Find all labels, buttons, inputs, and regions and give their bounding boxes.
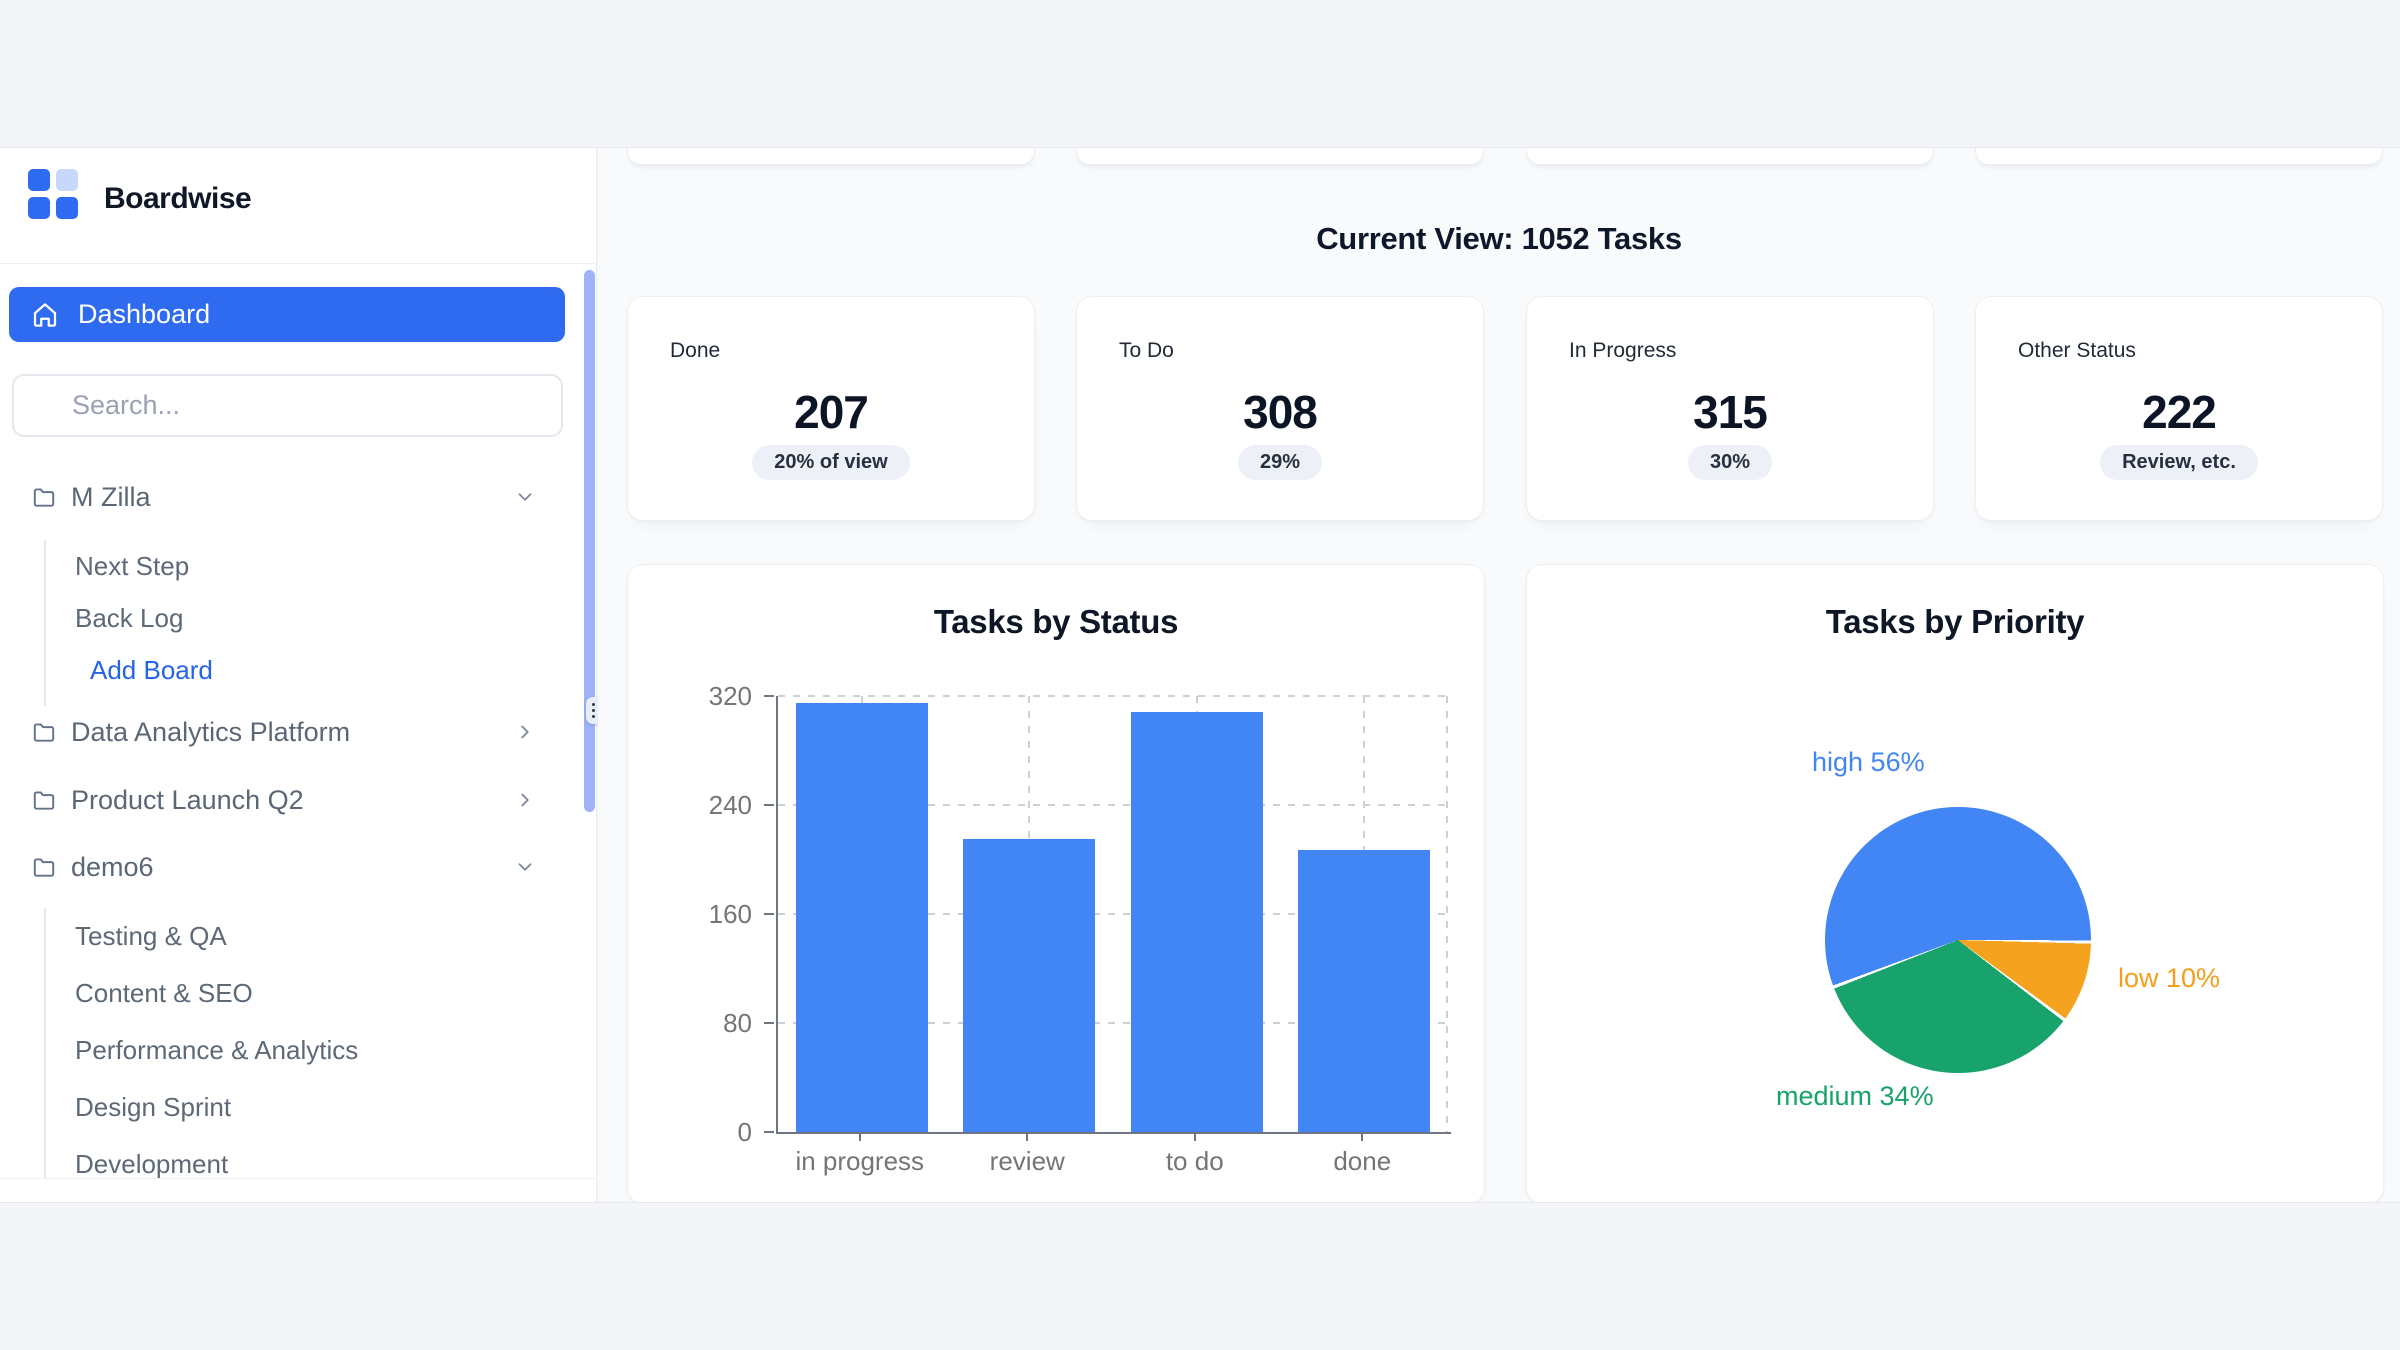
pie-label-medium: medium 34% [1776, 1081, 1934, 1111]
x-tick-label: to do [1165, 1146, 1224, 1176]
boardwise-logo-icon [28, 169, 78, 226]
dashboard-label: Dashboard [78, 299, 211, 329]
chevron-down-icon[interactable] [514, 486, 536, 508]
gridline [778, 804, 1446, 806]
pie-label-low: low 10% [2118, 963, 2221, 993]
gridline [778, 913, 1446, 915]
y-tick-label: 320 [708, 681, 752, 711]
logo-square [56, 169, 78, 191]
add-board-button[interactable]: Add Board [90, 654, 213, 685]
sidebar-item-content-seo[interactable]: Content & SEO [75, 978, 253, 1008]
tasks-by-priority-chart-card: Tasks by Priority high 56% low 10% mediu… [1526, 564, 2384, 1202]
m-zilla-sublist: Next Step Back Log Add Board [44, 540, 544, 706]
folder-icon [31, 787, 57, 813]
sidebar-item-development[interactable]: Development [75, 1149, 229, 1179]
y-tick-label: 160 [708, 899, 752, 929]
gridline [778, 1022, 1446, 1024]
demo6-sublist: Testing & QA Content & SEO Performance &… [44, 908, 544, 1179]
chevron-down-icon[interactable] [514, 856, 536, 878]
y-tick [764, 913, 774, 915]
gridline [1446, 696, 1448, 1132]
y-tick [764, 1022, 774, 1024]
stat-value: 222 [2142, 386, 2217, 438]
board-label: Data Analytics Platform [71, 716, 351, 747]
page-title: Current View: 1052 Tasks [1316, 221, 1682, 256]
chevron-right-icon[interactable] [514, 721, 536, 743]
sidebar-item-next-step[interactable]: Next Step [75, 550, 190, 581]
brand-title: Boardwise [104, 182, 252, 215]
folder-icon [31, 484, 57, 510]
folder-icon [31, 719, 57, 745]
bar-to-do[interactable] [1130, 712, 1263, 1132]
y-tick [764, 1131, 774, 1133]
sidebar-scrollbar[interactable] [584, 270, 595, 812]
cut-off-card [1526, 148, 1934, 165]
sidebar-item-testing-qa[interactable]: Testing & QA [75, 921, 227, 951]
stat-card-in-progress: In Progress 315 30% [1526, 296, 1934, 521]
app-window: Boardwise Dashboard M Zilla Next Step Ba… [0, 147, 2400, 1203]
bar-review[interactable] [963, 839, 1096, 1132]
gridline [778, 695, 1446, 697]
bar-done[interactable] [1298, 849, 1431, 1132]
logo-square [56, 197, 78, 219]
board-label: demo6 [71, 851, 154, 882]
stat-label: Done [670, 339, 721, 362]
bar-plot [776, 695, 1451, 1134]
bar-chart-title: Tasks by Status [933, 603, 1179, 640]
stat-value: 315 [1693, 386, 1768, 438]
y-tick-label: 0 [737, 1117, 752, 1147]
x-tick-label: in progress [795, 1146, 925, 1176]
pie-chart [1825, 807, 2091, 1073]
logo-square [28, 169, 50, 191]
home-icon [33, 302, 57, 327]
board-label: M Zilla [71, 481, 151, 512]
cut-off-card [627, 148, 1035, 165]
pie-label-high: high 56% [1812, 747, 1925, 777]
sidebar-header: Boardwise [0, 148, 596, 264]
x-tick-label: done [1333, 1146, 1392, 1176]
stat-value: 308 [1243, 386, 1318, 438]
stat-label: In Progress [1569, 339, 1677, 362]
stat-card-other-status: Other Status 222 Review, etc. [1975, 296, 2383, 521]
y-tick-label: 240 [708, 790, 752, 820]
y-tick [764, 695, 774, 697]
sidebar-item-back-log[interactable]: Back Log [75, 602, 184, 633]
status-badge: 30% [1687, 445, 1773, 480]
board-label: Product Launch Q2 [71, 784, 304, 815]
chevron-right-icon[interactable] [514, 789, 536, 811]
logo-square [28, 197, 50, 219]
folder-icon [31, 854, 57, 880]
sidebar-item-design-sprint[interactable]: Design Sprint [75, 1092, 232, 1122]
x-tick-label: review [989, 1146, 1065, 1176]
stat-label: To Do [1119, 339, 1174, 362]
stat-card-done: Done 207 20% of view [627, 296, 1035, 521]
y-tick-label: 80 [723, 1008, 752, 1038]
cut-off-card [1975, 148, 2383, 165]
sidebar-item-performance-analytics[interactable]: Performance & Analytics [75, 1035, 359, 1065]
stat-value: 207 [794, 386, 869, 438]
search-input[interactable] [12, 374, 563, 437]
status-badge: 29% [1237, 445, 1323, 480]
x-axis-line [776, 1132, 1451, 1134]
status-badge: Review, etc. [2100, 445, 2258, 480]
main-content: Current View: 1052 Tasks Done 207 20% of… [598, 148, 2400, 1202]
cut-off-card [1076, 148, 1484, 165]
sidebar-divider [0, 1178, 597, 1179]
bar-in-progress[interactable] [795, 702, 928, 1132]
tasks-by-status-chart-card: Tasks by Status 320 240 160 80 0 in progress r… [627, 564, 1485, 1202]
pie-chart-title: Tasks by Priority [1825, 603, 2085, 640]
sidebar-item-product-launch-q2[interactable]: Product Launch Q2 [0, 780, 597, 820]
stat-card-to-do: To Do 308 29% [1076, 296, 1484, 521]
sidebar: Boardwise Dashboard M Zilla Next Step Ba… [0, 148, 608, 1202]
stat-label: Other Status [2018, 339, 2136, 362]
status-badge: 20% of view [752, 445, 910, 480]
sidebar-item-data-analytics-platform[interactable]: Data Analytics Platform [0, 712, 597, 752]
sidebar-item-m-zilla[interactable]: M Zilla [0, 477, 597, 517]
sidebar-item-demo6[interactable]: demo6 [0, 847, 597, 887]
dashboard-button[interactable]: Dashboard [9, 287, 565, 342]
y-tick [764, 804, 774, 806]
